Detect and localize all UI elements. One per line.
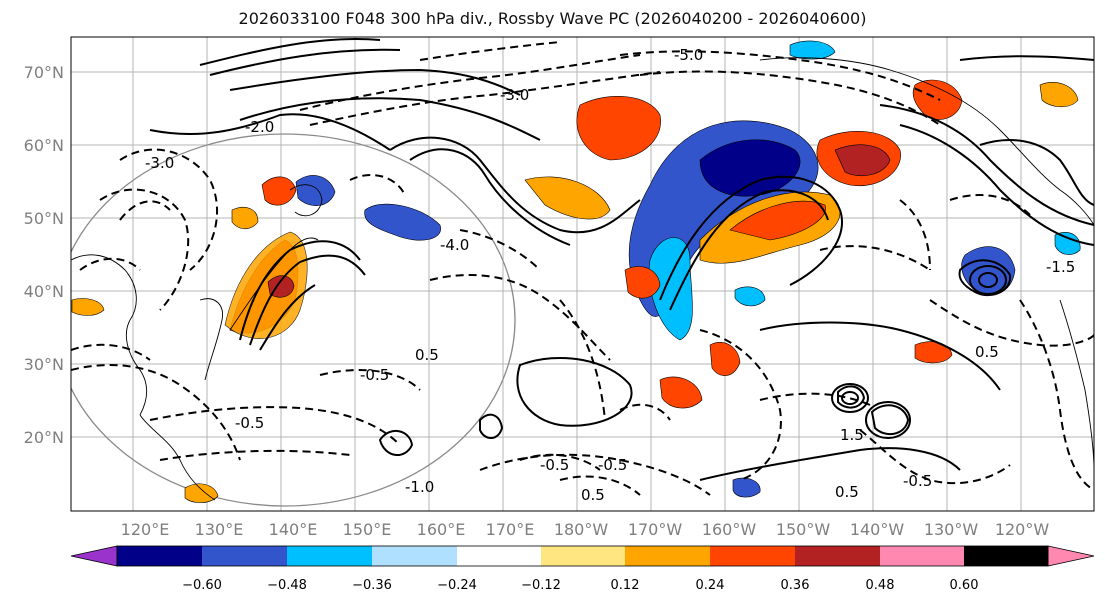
cyan-anomaly-southcenter [734, 286, 766, 307]
lon-label: 130°E [195, 520, 244, 539]
colorbar-tick-label: −0.36 [352, 578, 392, 593]
coastlines [71, 57, 1094, 501]
lon-label: 150°E [343, 520, 392, 539]
orange-anomaly-southwest [184, 483, 219, 503]
orange-anomaly-west-outer [224, 231, 308, 339]
map-frame [70, 36, 1095, 512]
colorbar-tick-label: −0.60 [182, 578, 222, 593]
colorbar-tick-label: 0.24 [696, 578, 725, 593]
contour-label: 0.5 [581, 486, 605, 504]
navy-anomaly-central [699, 139, 801, 197]
lon-label: 140°E [269, 520, 318, 539]
lat-label: 70°N [24, 63, 64, 82]
contour-label: 0.5 [975, 343, 999, 361]
orange-anomaly-north [524, 176, 611, 220]
colorbar-extend-low [70, 545, 118, 567]
contour-label: -3.0 [500, 86, 529, 104]
latitude-labels: 70°N 60°N 50°N 40°N 30°N 20°N [24, 63, 64, 447]
contour-label: 0.5 [835, 483, 859, 501]
map-panel: -5.0 -3.0 -2.0 -3.0 -4.0 0.5 -0.5 -0.5 -… [71, 37, 1094, 511]
contour-label: -0.5 [598, 456, 627, 474]
lon-label: 120°E [121, 520, 170, 539]
lon-label: 150°W [776, 520, 831, 539]
contour-label: -3.0 [145, 154, 174, 172]
solid-loops [831, 265, 1007, 439]
blue-anomaly-midwest [364, 203, 441, 241]
lon-label: 180°W [554, 520, 609, 539]
colorbar-tick-label: −0.12 [521, 578, 561, 593]
colorbar-tick-label: 0.12 [611, 578, 640, 593]
orange-anomaly-west-mid [231, 207, 259, 230]
colorbar: −0.60 −0.48 −0.36 −0.24 −0.12 0.12 0.24 … [70, 545, 1095, 593]
lat-label: 40°N [24, 282, 64, 301]
colorbar-extend-high [1047, 545, 1095, 567]
lon-label: 160°E [417, 520, 466, 539]
contour-label: -5.0 [674, 46, 703, 64]
red-anomaly-center-south [624, 266, 661, 299]
colorbar-segment [372, 546, 457, 566]
red-anomaly-farnortheast [912, 79, 963, 120]
map-title: 2026033100 F048 300 hPa div., Rossby Wav… [238, 9, 867, 28]
colorbar-segment [117, 546, 202, 566]
lon-label: 130°W [924, 520, 979, 539]
colorbar-segment [457, 546, 541, 566]
colorbar-segment [964, 546, 1048, 566]
orange-anomaly-south2 [659, 376, 703, 409]
colorbar-tick-label: −0.48 [267, 578, 307, 593]
darkred-anomaly-northeast [834, 144, 891, 176]
orange-anomaly-left-edge [71, 298, 105, 316]
solid-contours [149, 38, 1094, 481]
contour-label: -0.5 [235, 414, 264, 432]
colorbar-segment [202, 546, 287, 566]
red-anomaly-west-upper [261, 176, 297, 206]
contour-labels: -5.0 -3.0 -2.0 -3.0 -4.0 0.5 -0.5 -0.5 -… [145, 46, 1075, 504]
orange-anomaly-northwest [576, 95, 661, 161]
orange-anomaly-right-edge [1039, 81, 1079, 108]
shaded-anomalies [71, 40, 1081, 503]
contour-label: -0.5 [540, 456, 569, 474]
colorbar-segment [625, 546, 710, 566]
orange-anomaly-south1 [709, 342, 741, 376]
lon-label: 140°W [850, 520, 905, 539]
lat-label: 50°N [24, 209, 64, 228]
lat-label: 30°N [24, 355, 64, 374]
contour-label: -0.5 [903, 472, 932, 490]
darkred-anomaly-west [267, 275, 295, 298]
cyan-anomaly-far-east [1054, 231, 1081, 255]
dashed-contours [71, 41, 1094, 496]
lat-label: 60°N [24, 136, 64, 155]
lon-label: 160°W [702, 520, 757, 539]
contour-label: 1.5 [840, 426, 864, 444]
colorbar-outline [116, 545, 1049, 567]
lon-label: 120°W [995, 520, 1050, 539]
colorbar-segment [795, 546, 880, 566]
colorbar-tick-label: 0.36 [781, 578, 810, 593]
colorbar-tick-label: 0.60 [950, 578, 979, 593]
lat-label: 20°N [24, 428, 64, 447]
contour-label: -2.0 [245, 118, 274, 136]
colorbar-segment [880, 546, 964, 566]
lon-label: 170°W [628, 520, 683, 539]
colorbar-tick-label: 0.48 [866, 578, 895, 593]
blue-anomaly-west-upper [295, 175, 336, 206]
contour-label: -1.5 [1046, 258, 1075, 276]
red-anomaly-central [729, 200, 826, 241]
red-anomaly-east-south [914, 341, 953, 364]
contour-label: 0.5 [415, 346, 439, 364]
colorbar-segment [710, 546, 795, 566]
lon-label: 170°E [486, 520, 535, 539]
reference-circle [71, 133, 516, 507]
colorbar-segment [287, 546, 372, 566]
contour-label: -1.0 [405, 478, 434, 496]
colorbar-segment [541, 546, 625, 566]
colorbar-tick-label: −0.24 [437, 578, 477, 593]
contour-label: -0.5 [360, 366, 389, 384]
cyan-anomaly-central [648, 237, 693, 341]
contour-label: -4.0 [440, 236, 469, 254]
longitude-labels: 120°E 130°E 140°E 150°E 160°E 170°E 180°… [121, 520, 1050, 539]
